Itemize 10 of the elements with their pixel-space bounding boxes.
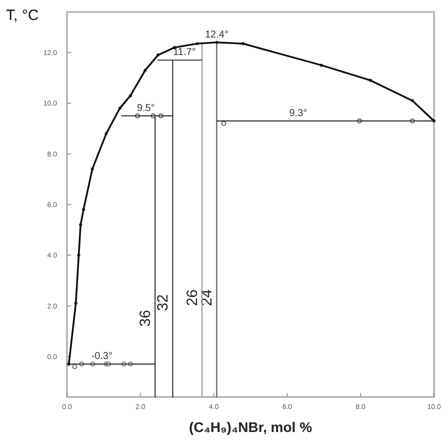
- text: 26: [184, 289, 202, 306]
- annotation: 9.3°: [289, 108, 308, 119]
- annotation: -0.3°: [91, 351, 112, 362]
- text: 32: [154, 294, 172, 312]
- y-axis-title: T, °C: [6, 7, 39, 24]
- annotation: 12.4°: [205, 29, 228, 40]
- x-axis-title: (C₄H₉)₄NBr, mol %: [188, 419, 313, 435]
- annotation: 11.7°: [173, 47, 196, 58]
- annotation: 9.5°: [136, 102, 155, 114]
- text: 36: [137, 310, 154, 327]
